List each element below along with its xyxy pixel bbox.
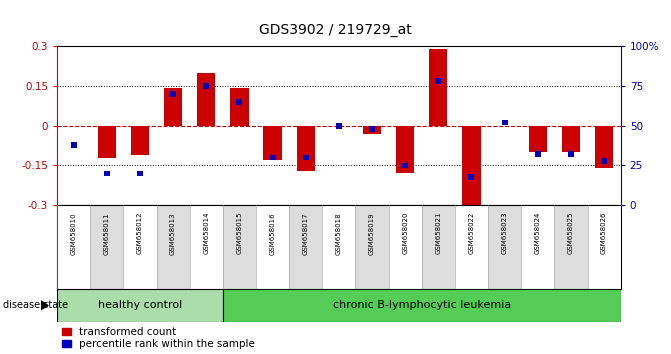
Bar — [369, 126, 375, 132]
Bar — [462, 126, 480, 205]
Bar — [164, 88, 183, 126]
Bar — [601, 158, 607, 164]
Text: disease state: disease state — [3, 300, 68, 310]
Bar — [223, 205, 256, 289]
Bar — [322, 46, 356, 205]
Text: GSM658019: GSM658019 — [369, 212, 375, 255]
Bar — [402, 162, 408, 169]
Text: GDS3902 / 219729_at: GDS3902 / 219729_at — [259, 23, 412, 37]
Text: GSM658012: GSM658012 — [137, 212, 143, 255]
Bar — [322, 205, 356, 289]
Bar — [521, 205, 554, 289]
Bar — [57, 289, 223, 322]
Legend: transformed count, percentile rank within the sample: transformed count, percentile rank withi… — [62, 327, 255, 349]
Bar — [123, 46, 156, 205]
Text: GSM658015: GSM658015 — [236, 212, 242, 255]
Bar — [131, 126, 149, 155]
Text: chronic B-lymphocytic leukemia: chronic B-lymphocytic leukemia — [333, 300, 511, 310]
Bar — [429, 48, 448, 126]
Bar — [535, 152, 541, 157]
Bar — [98, 126, 116, 158]
Bar — [562, 126, 580, 152]
Text: GSM658010: GSM658010 — [70, 212, 76, 255]
Bar — [588, 205, 621, 289]
Bar — [236, 99, 242, 105]
Bar — [264, 126, 282, 160]
Text: GSM658020: GSM658020 — [402, 212, 408, 255]
Bar — [389, 205, 422, 289]
Bar — [389, 46, 422, 205]
Text: GSM658011: GSM658011 — [104, 212, 110, 255]
Text: GSM658026: GSM658026 — [601, 212, 607, 255]
Bar — [57, 46, 90, 205]
Bar — [356, 205, 389, 289]
Bar — [104, 171, 110, 176]
Bar — [521, 46, 554, 205]
Bar — [588, 46, 621, 205]
Text: GSM658018: GSM658018 — [336, 212, 342, 255]
Bar — [435, 78, 442, 84]
Bar — [123, 205, 156, 289]
Bar — [336, 123, 342, 129]
Text: GSM658024: GSM658024 — [535, 212, 541, 255]
Bar — [468, 174, 474, 179]
Text: GSM658023: GSM658023 — [502, 212, 508, 255]
Text: GSM658022: GSM658022 — [468, 212, 474, 255]
Bar — [256, 205, 289, 289]
Text: GSM658021: GSM658021 — [435, 212, 442, 255]
Bar — [137, 171, 143, 176]
Bar — [57, 205, 90, 289]
Bar — [170, 91, 176, 97]
Bar — [396, 126, 414, 173]
Bar — [270, 155, 276, 160]
Bar — [363, 126, 381, 133]
Bar — [223, 289, 621, 322]
Bar — [297, 126, 315, 171]
Bar — [554, 205, 588, 289]
Bar — [595, 126, 613, 168]
Bar — [289, 205, 322, 289]
Text: GSM658025: GSM658025 — [568, 212, 574, 255]
Bar — [256, 46, 289, 205]
Bar — [502, 120, 508, 125]
Bar — [190, 46, 223, 205]
Bar — [455, 205, 488, 289]
Bar — [422, 205, 455, 289]
Bar — [90, 205, 123, 289]
Text: GSM658014: GSM658014 — [203, 212, 209, 255]
Text: healthy control: healthy control — [98, 300, 182, 310]
Bar — [197, 73, 215, 126]
Bar — [190, 205, 223, 289]
Text: GSM658013: GSM658013 — [170, 212, 176, 255]
Bar — [455, 46, 488, 205]
Bar — [230, 88, 248, 126]
Bar — [529, 126, 547, 152]
Bar — [488, 205, 521, 289]
Text: GSM658017: GSM658017 — [303, 212, 309, 255]
Bar — [568, 152, 574, 157]
Bar — [70, 142, 76, 148]
Text: GSM658016: GSM658016 — [270, 212, 276, 255]
Bar — [156, 205, 190, 289]
Bar — [203, 83, 209, 89]
Bar — [303, 155, 309, 160]
